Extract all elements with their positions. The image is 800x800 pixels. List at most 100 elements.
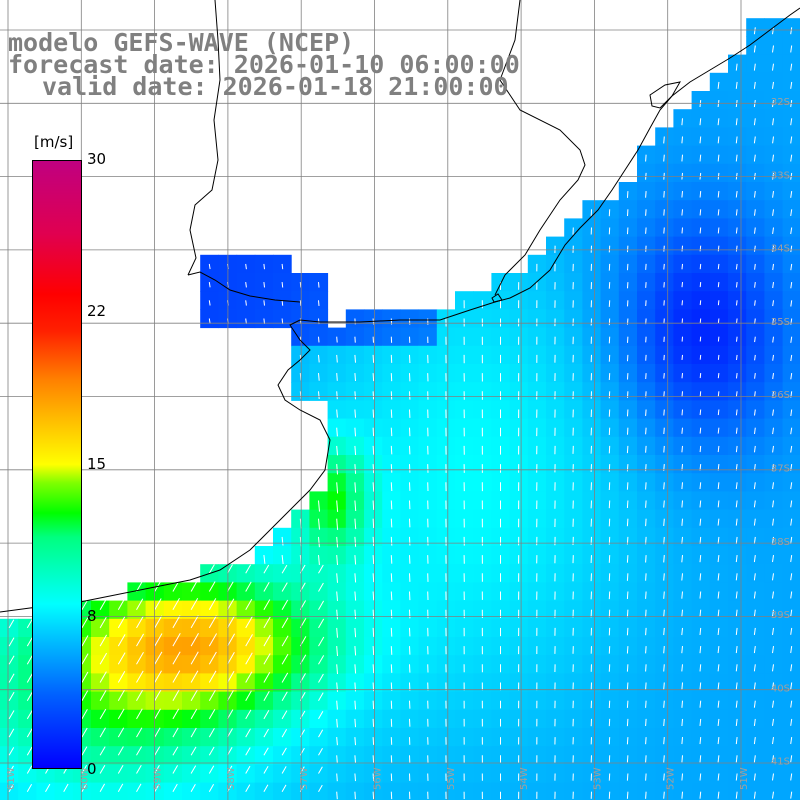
wind-arrow <box>154 765 160 774</box>
wind-arrow <box>699 373 702 379</box>
wind-arrow <box>699 245 702 252</box>
speed-cell <box>36 764 56 784</box>
speed-cell <box>236 655 256 674</box>
wind-arrow <box>790 791 793 799</box>
wind-arrow <box>626 791 629 799</box>
wind-arrow <box>681 300 683 306</box>
wind-arrow <box>190 746 197 756</box>
wind-arrow <box>117 616 126 629</box>
wind-arrow <box>699 482 702 490</box>
wind-arrow <box>645 737 647 745</box>
speed-cell <box>273 637 292 656</box>
wind-arrow <box>681 245 683 252</box>
wind-arrow <box>663 609 665 618</box>
wind-arrow <box>735 227 738 234</box>
wind-arrow <box>681 500 683 508</box>
wind-arrow <box>717 609 720 617</box>
wind-arrow <box>81 653 89 665</box>
wind-arrow <box>663 664 665 672</box>
speed-cell <box>273 764 292 784</box>
wind-arrow <box>772 154 774 162</box>
wind-arrow <box>772 81 774 89</box>
speed-cell <box>273 746 292 765</box>
wind-arrow <box>336 773 338 782</box>
wind-arrow <box>372 664 375 674</box>
wind-arrow <box>681 682 683 690</box>
wind-arrow <box>318 692 324 701</box>
wind-arrow <box>626 646 629 654</box>
wind-arrow <box>245 747 251 756</box>
wind-arrow <box>735 591 738 599</box>
speed-cell <box>200 746 219 765</box>
wind-arrow <box>735 627 738 635</box>
speed-cell <box>309 582 329 602</box>
wind-arrow <box>645 427 647 435</box>
wind-arrow <box>699 300 702 306</box>
wind-arrow <box>81 599 88 610</box>
wind-arrow <box>336 336 338 343</box>
wind-arrow <box>736 354 738 361</box>
speed-cell <box>127 746 147 765</box>
speed-cell <box>182 600 201 620</box>
wind-arrow <box>336 409 338 418</box>
speed-cell <box>582 782 602 800</box>
speed-cell <box>327 782 347 800</box>
wind-arrow <box>663 136 665 144</box>
wind-arrow <box>663 427 665 435</box>
wind-arrow <box>154 651 163 665</box>
wind-arrow <box>336 373 338 381</box>
wind-arrow <box>318 391 320 400</box>
wind-arrow <box>245 652 253 665</box>
wind-arrow <box>390 427 393 437</box>
wind-arrow <box>699 700 702 708</box>
speed-cell <box>254 637 274 656</box>
wind-arrow <box>626 609 629 618</box>
wind-arrow <box>699 282 702 288</box>
wind-arrow <box>681 591 683 599</box>
wind-arrow <box>263 747 269 756</box>
wind-arrow <box>681 773 683 781</box>
wind-arrow <box>390 627 393 637</box>
lon-label: 61W <box>6 767 17 790</box>
speed-cell <box>291 564 310 583</box>
wind-arrow <box>99 616 107 629</box>
wind-arrow <box>699 354 702 360</box>
speed-cell <box>273 564 292 583</box>
wind-arrow <box>8 747 15 756</box>
wind-arrow <box>772 245 774 252</box>
wind-arrow <box>772 409 774 416</box>
wind-arrow <box>336 700 338 710</box>
wind-arrow <box>354 737 356 746</box>
wind-arrow <box>699 773 702 781</box>
wind-arrow <box>681 373 683 379</box>
speed-cell <box>254 709 274 729</box>
wind-arrow <box>26 673 33 683</box>
wind-arrow <box>645 154 647 162</box>
wind-arrow <box>735 755 738 763</box>
wind-arrow <box>354 791 356 800</box>
wind-arrow <box>790 773 793 781</box>
wind-arrow <box>645 500 647 508</box>
wind-arrow <box>681 755 683 763</box>
wind-arrow <box>790 227 793 235</box>
lon-label: 56W <box>373 767 384 790</box>
wind-arrow <box>681 627 683 636</box>
wind-arrow <box>790 63 793 71</box>
wind-arrow <box>354 755 356 764</box>
wind-arrow <box>245 728 251 738</box>
wind-arrow <box>263 653 271 665</box>
speed-cell <box>291 709 310 729</box>
wind-arrow <box>699 755 702 763</box>
wind-arrow <box>190 633 199 647</box>
wind-arrow <box>790 245 793 253</box>
wind-arrow <box>354 409 356 418</box>
wind-arrow <box>790 518 793 526</box>
wind-arrow <box>390 500 393 510</box>
wind-arrow <box>735 482 738 490</box>
wind-arrow <box>663 591 665 599</box>
wind-arrow <box>372 427 375 437</box>
wind-arrow <box>663 573 665 581</box>
speed-cell <box>72 764 92 784</box>
wind-arrow <box>354 354 356 363</box>
wind-arrow <box>645 664 647 672</box>
